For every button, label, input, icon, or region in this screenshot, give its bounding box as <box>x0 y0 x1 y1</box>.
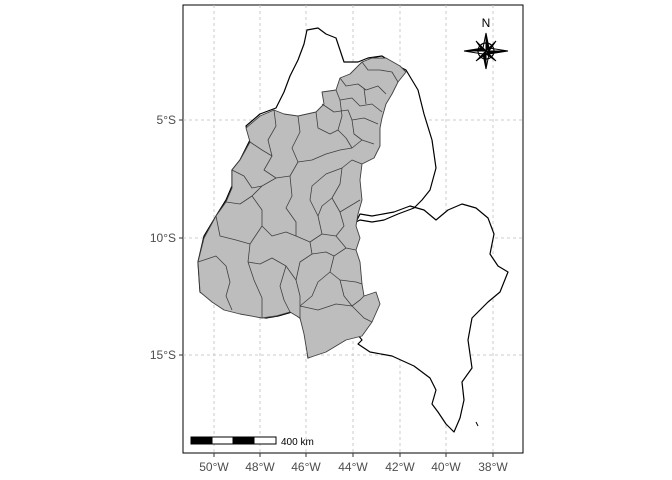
compass-rose-icon <box>463 32 509 70</box>
scale-bar-label: 400 km <box>281 437 314 448</box>
region-outline-tail <box>475 421 479 427</box>
subregion-boundaries <box>197 61 399 323</box>
x-tick-label: 40°W <box>431 460 461 474</box>
x-tick-label: 50°W <box>199 460 229 474</box>
x-tick-label: 44°W <box>338 460 368 474</box>
y-tick-label: 10°S <box>150 231 176 245</box>
x-axis: 50°W 48°W 46°W 44°W 42°W 40°W 38°W <box>199 453 508 474</box>
x-tick-label: 38°W <box>478 460 508 474</box>
scale-bar-segment <box>211 436 234 445</box>
north-arrow: N <box>463 16 509 70</box>
y-tick-label: 15°S <box>150 348 176 362</box>
scale-bar-segment <box>232 436 255 445</box>
y-axis: 5°S 10°S 15°S <box>150 113 183 362</box>
scale-bar-segment <box>190 436 213 445</box>
scale-bar-segment <box>253 436 277 445</box>
x-tick-label: 42°W <box>385 460 415 474</box>
x-tick-label: 48°W <box>245 460 275 474</box>
scale-bar: 400 km <box>190 436 314 448</box>
north-label: N <box>482 16 491 30</box>
y-tick-label: 5°S <box>157 113 176 127</box>
x-tick-label: 46°W <box>291 460 321 474</box>
